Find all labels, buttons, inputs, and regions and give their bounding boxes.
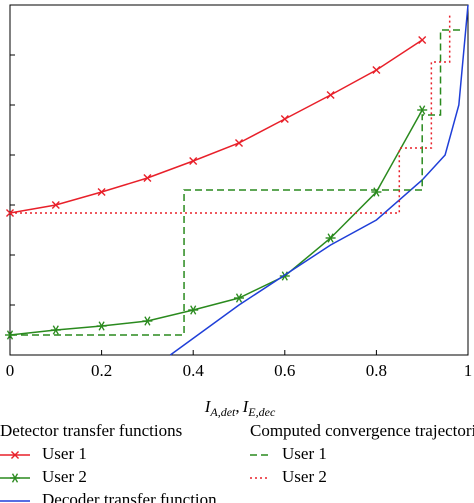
legend-title: Computed convergence trajectories: [250, 421, 474, 440]
series-line: [9, 109, 423, 336]
marker-stroke: [189, 156, 198, 166]
marker: [417, 105, 428, 115]
x-label-part: E,dec: [247, 405, 276, 419]
x-tick-label: 1: [464, 361, 473, 380]
marker-stroke: [10, 450, 20, 460]
marker: [280, 114, 289, 124]
legend-label: User 1: [42, 444, 87, 463]
legend-label: User 1: [282, 444, 327, 463]
series-line: [169, 4, 469, 356]
marker-stroke: [11, 473, 19, 483]
marker-stroke: [373, 187, 380, 197]
marker: [97, 187, 106, 197]
marker-stroke: [234, 138, 244, 148]
marker: [326, 90, 335, 100]
marker: [372, 65, 381, 75]
series-line: [9, 39, 423, 214]
marker-stroke: [419, 105, 426, 115]
marker-stroke: [144, 316, 151, 326]
marker-stroke: [98, 321, 105, 331]
marker-stroke: [372, 65, 381, 75]
series-line: [10, 15, 451, 214]
legend-title: Detector transfer functions: [0, 421, 182, 440]
marker-stroke: [52, 325, 59, 335]
marker-stroke: [51, 200, 60, 210]
x-axis-label: IA,det, IE,dec: [204, 397, 276, 419]
marker: [96, 321, 107, 331]
legend-label: User 2: [282, 467, 327, 486]
x-tick-label: 0: [6, 361, 15, 380]
marker-stroke: [235, 293, 243, 303]
x-label-part: A,det: [209, 405, 236, 419]
x-tick-label: 0.8: [366, 361, 387, 380]
marker: [51, 200, 60, 210]
legend-label: Decoder transfer function: [42, 490, 217, 503]
legend-label: User 2: [42, 467, 87, 486]
x-label-part: I: [242, 397, 250, 416]
marker-stroke: [280, 114, 289, 124]
marker: [143, 173, 152, 183]
marker: [142, 316, 153, 326]
marker: [10, 473, 20, 483]
marker: [188, 305, 199, 315]
marker-stroke: [97, 187, 106, 197]
marker-stroke: [143, 173, 152, 183]
marker: [371, 187, 382, 197]
series-line: [10, 29, 464, 336]
marker: [234, 138, 244, 148]
marker: [325, 233, 336, 243]
marker: [50, 325, 61, 335]
x-label-part: I: [204, 397, 212, 416]
x-tick-label: 0.6: [274, 361, 295, 380]
marker-stroke: [418, 35, 427, 45]
marker: [418, 35, 427, 45]
x-label-part: ,: [235, 397, 239, 416]
marker: [10, 450, 20, 460]
x-tick-label: 0.2: [91, 361, 112, 380]
marker: [234, 293, 244, 303]
marker-stroke: [190, 305, 197, 315]
plot-frame: [9, 4, 469, 356]
marker-stroke: [327, 233, 334, 243]
marker: [189, 156, 198, 166]
marker-stroke: [326, 90, 335, 100]
x-tick-label: 0.4: [183, 361, 205, 380]
